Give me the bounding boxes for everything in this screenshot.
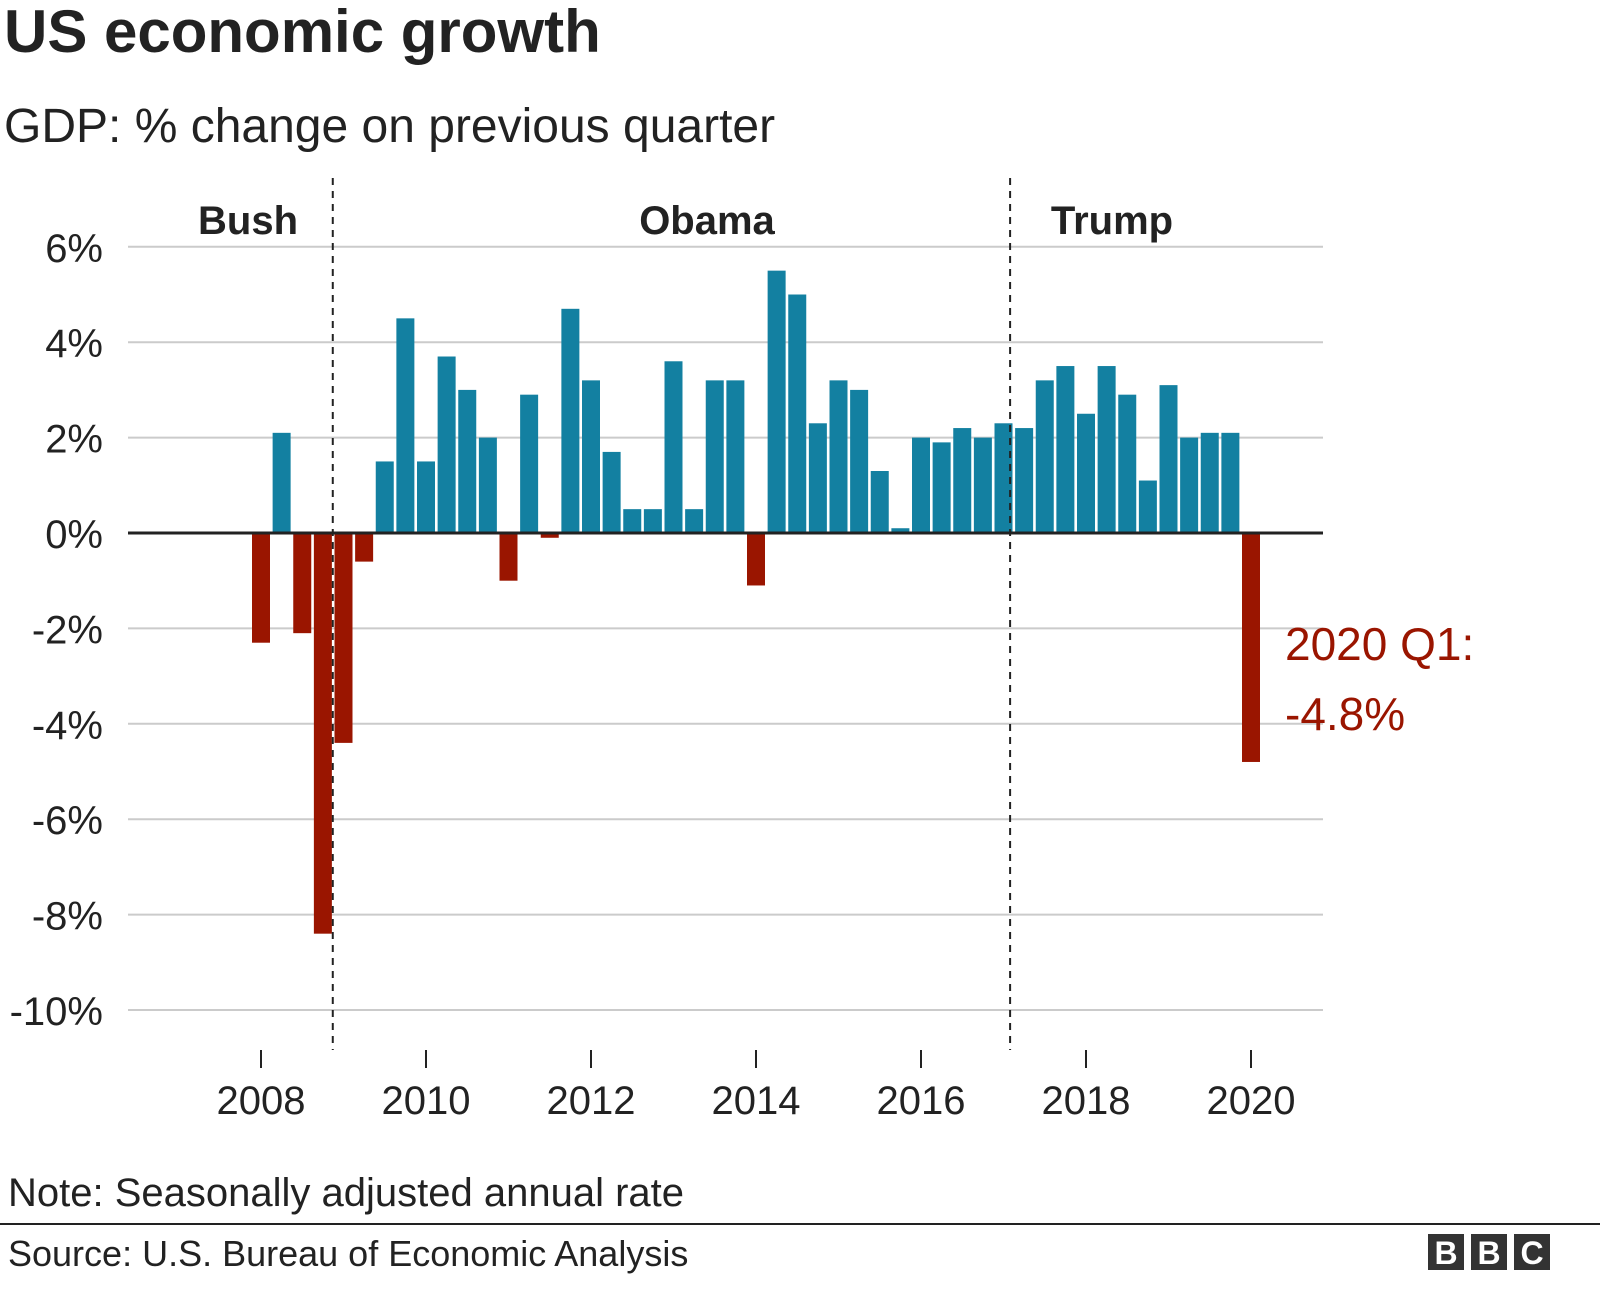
bar-2009-Q2 xyxy=(355,533,374,562)
bar-2019-Q2 xyxy=(1180,437,1199,533)
bar-2011-Q1 xyxy=(499,533,518,581)
y-tick-label: 0% xyxy=(45,513,103,557)
bar-2017-Q2 xyxy=(1015,428,1034,533)
y-tick-label: 6% xyxy=(45,227,103,271)
x-tick-label: 2018 xyxy=(1042,1079,1131,1123)
bar-2012-Q2 xyxy=(602,451,621,533)
chart-source: Source: U.S. Bureau of Economic Analysis xyxy=(8,1233,688,1274)
bar-2012-Q1 xyxy=(582,380,600,533)
bar-2009-Q4 xyxy=(396,318,415,533)
bar-2012-Q4 xyxy=(643,509,662,533)
logo-block xyxy=(1428,1234,1464,1270)
bar-2020-Q1 xyxy=(1242,533,1260,762)
bar-2016-Q3 xyxy=(953,428,972,533)
bar-2011-Q4 xyxy=(561,308,580,533)
period-label-trump: Trump xyxy=(1051,199,1173,243)
bar-2014-Q4 xyxy=(808,423,827,533)
bar-2013-Q1 xyxy=(664,361,683,533)
y-tick-label: 2% xyxy=(45,418,103,462)
y-tick-label: -8% xyxy=(32,895,103,939)
bar-2015-Q3 xyxy=(870,470,889,533)
y-tick-label: -6% xyxy=(32,799,103,843)
bar-2012-Q3 xyxy=(623,509,642,533)
bar-2019-Q4 xyxy=(1221,432,1240,533)
x-tick-label: 2016 xyxy=(877,1079,966,1123)
bar-2010-Q3 xyxy=(458,389,477,533)
bar-2011-Q3 xyxy=(540,533,559,538)
bar-2017-Q1 xyxy=(994,423,1013,533)
bar-2008-Q4 xyxy=(313,533,332,934)
logo-block xyxy=(1471,1234,1507,1270)
bar-2008-Q1 xyxy=(252,533,270,643)
bar-2008-Q3 xyxy=(293,533,312,634)
bar-2008-Q2 xyxy=(272,432,291,533)
bar-2015-Q2 xyxy=(850,389,869,533)
bar-2009-Q3 xyxy=(375,461,394,533)
bar-2018-Q4 xyxy=(1138,480,1157,533)
bar-2010-Q1 xyxy=(417,461,435,533)
bar-2009-Q1 xyxy=(334,533,353,743)
x-tick-label: 2020 xyxy=(1207,1079,1296,1123)
period-label-obama: Obama xyxy=(639,199,775,243)
bar-2010-Q2 xyxy=(437,356,456,533)
x-tick-label: 2012 xyxy=(547,1079,636,1123)
logo-letter: B xyxy=(1434,1235,1457,1271)
bar-2017-Q3 xyxy=(1035,380,1054,533)
bar-2019-Q3 xyxy=(1200,432,1219,533)
annotation-line2: -4.8% xyxy=(1285,688,1405,740)
x-tick-label: 2014 xyxy=(712,1079,801,1123)
bar-2010-Q4 xyxy=(478,437,497,533)
logo-block xyxy=(1514,1234,1550,1270)
chart-title: US economic growth xyxy=(4,0,601,65)
bar-2019-Q1 xyxy=(1159,385,1178,533)
y-tick-label: -4% xyxy=(32,704,103,748)
bar-2014-Q3 xyxy=(788,294,807,533)
chart-subtitle: GDP: % change on previous quarter xyxy=(4,100,775,153)
period-label-bush: Bush xyxy=(198,199,298,243)
bar-2013-Q3 xyxy=(705,380,724,533)
bar-2018-Q2 xyxy=(1097,366,1116,533)
bar-2015-Q4 xyxy=(891,528,910,533)
bar-2017-Q4 xyxy=(1056,366,1075,533)
bar-2016-Q2 xyxy=(932,442,951,533)
y-tick-label: -2% xyxy=(32,608,103,652)
bar-2013-Q4 xyxy=(726,380,745,533)
bar-2011-Q2 xyxy=(520,394,539,533)
chart-note: Note: Seasonally adjusted annual rate xyxy=(8,1171,684,1215)
bar-2015-Q1 xyxy=(829,380,848,533)
bar-2013-Q2 xyxy=(685,509,704,533)
annotation-line1: 2020 Q1: xyxy=(1285,618,1474,670)
y-tick-label: -10% xyxy=(10,990,103,1034)
y-tick-label: 4% xyxy=(45,322,103,366)
bar-2016-Q4 xyxy=(973,437,992,533)
x-tick-label: 2010 xyxy=(382,1079,471,1123)
logo-letter: B xyxy=(1477,1235,1500,1271)
bar-2018-Q3 xyxy=(1118,394,1137,533)
x-tick-label: 2008 xyxy=(217,1079,306,1123)
logo-letter: C xyxy=(1520,1235,1543,1271)
bar-2014-Q1 xyxy=(747,533,765,586)
bar-2018-Q1 xyxy=(1077,413,1095,533)
bar-2016-Q1 xyxy=(912,437,930,533)
bar-2014-Q2 xyxy=(767,270,786,533)
